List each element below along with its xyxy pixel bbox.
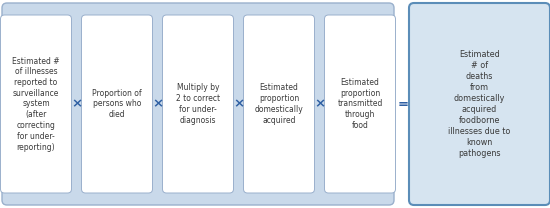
Text: ×: × xyxy=(152,98,163,110)
Text: Estimated
proportion
domestically
acquired: Estimated proportion domestically acquir… xyxy=(255,83,304,125)
FancyBboxPatch shape xyxy=(162,15,234,193)
Text: Proportion of
persons who
died: Proportion of persons who died xyxy=(92,89,142,119)
Text: ×: × xyxy=(314,98,325,110)
Text: Multiply by
2 to correct
for under-
diagnosis: Multiply by 2 to correct for under- diag… xyxy=(176,83,220,125)
Text: Estimated
# of
deaths
from
domestically
acquired
foodborne
illnesses due to
know: Estimated # of deaths from domestically … xyxy=(448,50,511,158)
Text: Estimated #
of illnesses
reported to
surveillance
system
(after
correcting
for u: Estimated # of illnesses reported to sur… xyxy=(12,57,60,151)
FancyBboxPatch shape xyxy=(1,15,72,193)
FancyBboxPatch shape xyxy=(324,15,395,193)
FancyBboxPatch shape xyxy=(81,15,152,193)
FancyBboxPatch shape xyxy=(244,15,315,193)
FancyBboxPatch shape xyxy=(2,3,394,205)
Text: =: = xyxy=(398,98,409,110)
FancyBboxPatch shape xyxy=(409,3,550,205)
Text: ×: × xyxy=(233,98,244,110)
Text: Estimated
proportion
transmitted
through
food: Estimated proportion transmitted through… xyxy=(337,78,383,130)
Text: ×: × xyxy=(71,98,82,110)
